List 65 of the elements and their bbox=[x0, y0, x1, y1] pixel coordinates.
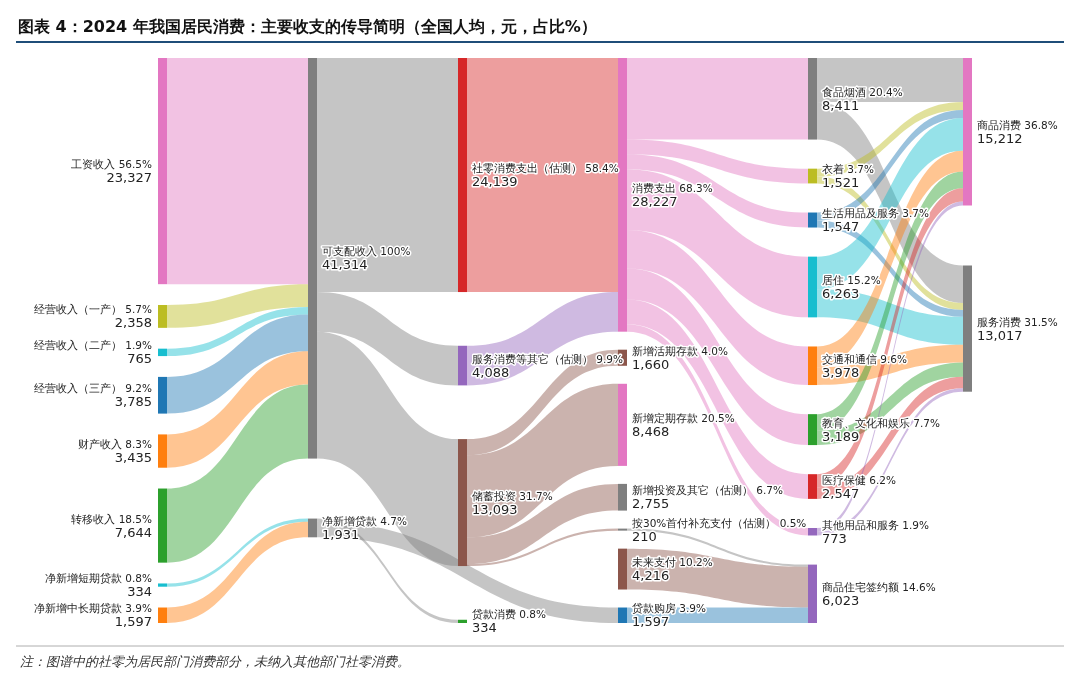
category-label: 商品住宅签约额 14.6% bbox=[822, 580, 936, 593]
text: 图表 4：2024 年我国居民消费：主要收支的传导简明（全国人均，元，占比%） bbox=[18, 17, 597, 36]
category-label: 交通和通信 9.6% bbox=[822, 352, 908, 365]
category-label: 医疗保健 6.2% bbox=[822, 473, 897, 486]
data-label: 1,597 bbox=[632, 614, 670, 630]
data-label: 6,263 bbox=[822, 286, 860, 301]
data-label: 334 bbox=[472, 620, 497, 636]
category-label: 净新增短期贷款 0.8% bbox=[44, 572, 153, 585]
category-label: 新增投资及其它（估测） 6.7% bbox=[632, 484, 784, 497]
data-label: 41,314 bbox=[322, 257, 368, 273]
category-label: 居住 15.2% bbox=[822, 274, 881, 286]
category-label: 转移收入 18.5% bbox=[71, 512, 153, 525]
category-label: 未来支付 10.2% bbox=[632, 556, 713, 569]
data-label: 8,411 bbox=[822, 97, 860, 113]
category-label: 教育、文化和娱乐 7.7% bbox=[822, 416, 941, 429]
category-label: 服务消费 31.5% bbox=[977, 315, 1058, 328]
data-label: 6,023 bbox=[822, 592, 860, 608]
category-label: 食品烟酒 20.4% bbox=[822, 85, 903, 98]
category-label: 生活用品及服务 3.7% bbox=[822, 207, 930, 220]
data-label: 773 bbox=[822, 530, 847, 546]
data-label: 3,785 bbox=[114, 394, 152, 410]
data-label: 334 bbox=[127, 584, 152, 600]
category-label: 财产收入 8.3% bbox=[77, 438, 153, 451]
data-label: 3,435 bbox=[114, 450, 152, 466]
category-label: 经营收入（一产） 5.7% bbox=[33, 303, 153, 316]
category-label: 商品消费 36.8% bbox=[977, 118, 1058, 131]
data-label: 2,755 bbox=[632, 496, 670, 512]
data-label: 28,227 bbox=[632, 193, 678, 209]
data-label: 15,212 bbox=[977, 130, 1023, 146]
data-label: 765 bbox=[127, 351, 152, 367]
data-label: 3,978 bbox=[822, 364, 860, 380]
data-label: 1,597 bbox=[114, 614, 152, 630]
data-label: 1,547 bbox=[822, 219, 860, 235]
category-label: 储蓄投资 31.7% bbox=[472, 489, 553, 502]
data-label: 2,547 bbox=[822, 485, 860, 501]
category-label: 净新增中长期贷款 3.9% bbox=[33, 602, 153, 615]
data-label: 1,521 bbox=[822, 175, 860, 191]
data-label: 8,468 bbox=[632, 423, 670, 439]
data-label: 13,017 bbox=[977, 327, 1023, 343]
data-label: 4,088 bbox=[472, 364, 510, 380]
data-label: 4,216 bbox=[632, 568, 670, 584]
data-label: 1,660 bbox=[632, 356, 670, 372]
data-label: 24,139 bbox=[472, 174, 518, 190]
data-label: 13,093 bbox=[472, 501, 518, 517]
category-label: 按30%首付补充支付（估测） 0.5% bbox=[632, 516, 807, 529]
category-label: 工资收入 56.5% bbox=[71, 158, 153, 171]
category-label: 贷款消费 0.8% bbox=[472, 608, 547, 621]
category-label: 贷款购房 3.9% bbox=[632, 602, 707, 615]
category-label: 可支配收入 100% bbox=[322, 245, 411, 258]
category-label: 衣着 3.7% bbox=[822, 163, 875, 176]
text: 注：图谱中的社零为居民部门消费部分，未纳入其他部门社零消费。 bbox=[20, 654, 410, 669]
category-label: 新增定期存款 20.5% bbox=[632, 411, 735, 424]
category-label: 经营收入（二产） 1.9% bbox=[33, 339, 153, 352]
category-label: 新增活期存款 4.0% bbox=[632, 344, 729, 357]
data-label: 2,358 bbox=[114, 315, 152, 331]
category-label: 社零消费支出（估测） 58.4% bbox=[472, 162, 619, 175]
data-label: 23,327 bbox=[106, 170, 152, 186]
data-label: 3,189 bbox=[822, 428, 860, 444]
category-label: 消费支出 68.3% bbox=[632, 181, 713, 194]
data-label: 210 bbox=[632, 528, 657, 544]
category-label: 净新增贷款 4.7% bbox=[322, 514, 408, 527]
data-label: 1,931 bbox=[322, 526, 360, 542]
category-label: 经营收入（三产） 9.2% bbox=[33, 382, 153, 395]
data-label: 7,644 bbox=[114, 524, 152, 540]
category-label: 其他用品和服务 1.9% bbox=[822, 518, 930, 531]
